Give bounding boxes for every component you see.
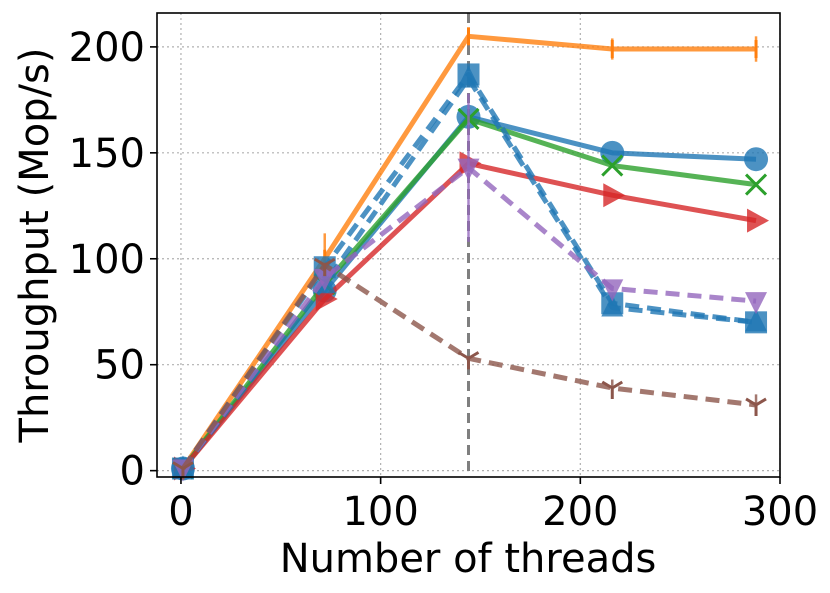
- series-layer: [170, 27, 770, 482]
- marker-triangle-down: [745, 292, 768, 315]
- x-tick-label: 200: [542, 489, 618, 535]
- x-tick-label: 0: [168, 489, 193, 535]
- y-tick-label: 100: [69, 237, 145, 283]
- series-line: [180, 76, 757, 471]
- x-tick-label: 100: [342, 489, 418, 535]
- marker-triangle-up: [601, 294, 624, 317]
- marker-triangle-right: [747, 208, 770, 233]
- series-7: [172, 257, 767, 480]
- marker-x: [601, 154, 624, 177]
- y-axis-label: Throughput (Mop/s): [12, 48, 58, 444]
- x-tick-label: 300: [742, 489, 818, 535]
- tick-layer: 0 100 200 300 0 50 100 150 200: [69, 25, 819, 535]
- series-6: [171, 93, 768, 482]
- x-axis-label: Number of threads: [280, 536, 657, 582]
- marker-triangle-up: [457, 65, 480, 88]
- marker-x: [744, 173, 768, 196]
- y-tick-label: 200: [69, 25, 145, 71]
- marker-triangle-down: [313, 268, 336, 291]
- marker-triangle-down: [601, 279, 624, 302]
- marker-tri-down: [745, 397, 767, 416]
- marker-circle: [744, 147, 769, 172]
- marker-tri-down: [601, 380, 624, 400]
- y-tick-label: 150: [69, 131, 145, 177]
- y-tick-label: 0: [120, 449, 145, 495]
- marker-triangle-right: [603, 183, 626, 208]
- marker-tri-down: [457, 351, 480, 370]
- y-tick-label: 50: [94, 343, 145, 389]
- plot-frame: [156, 12, 781, 478]
- marker-tri-down: [313, 257, 336, 277]
- marker-triangle-down: [457, 158, 480, 181]
- marker-triangle-up: [745, 309, 768, 332]
